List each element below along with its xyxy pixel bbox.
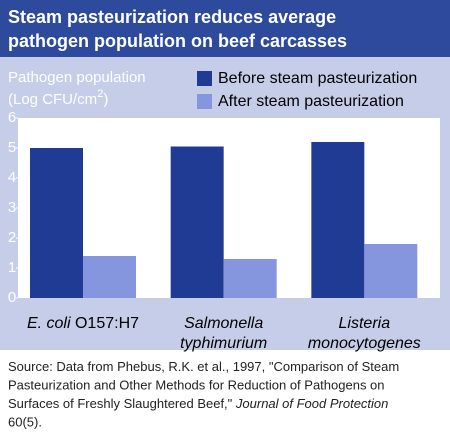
x-tick-label: Salmonella typhimurium: [180, 315, 267, 352]
bar: [223, 259, 277, 298]
chart-title: Steam pasteurization reduces average: [8, 7, 336, 27]
y-tick-label: 4: [8, 169, 16, 186]
bar: [364, 244, 418, 298]
source-note: 60(5).: [8, 415, 42, 430]
legend-swatch: [197, 71, 212, 86]
x-tick-label: Listeria monocytogenes: [308, 315, 421, 352]
legend-label: After steam pasteurization: [218, 93, 404, 110]
y-tick-label: 1: [8, 259, 16, 276]
source-text: Pasteurization and Other Methods for Red…: [8, 378, 385, 393]
bar: [311, 142, 365, 298]
y-axis-label: Pathogen population: [8, 69, 146, 86]
legend-swatch: [197, 94, 212, 109]
y-axis-label: (Log CFU/cm2): [8, 88, 108, 108]
source-text: 60(5).: [8, 415, 42, 430]
source-text: Source: Data from Phebus, R.K. et al., 1…: [8, 359, 399, 374]
bar: [83, 256, 136, 298]
source-note: Source: Data from Phebus, R.K. et al., 1…: [8, 359, 399, 374]
title-band: [0, 0, 450, 57]
source-note: Surfaces of Freshly Slaughtered Beef," J…: [8, 396, 388, 411]
y-tick-label: 5: [8, 139, 16, 156]
x-tick-label: E. coli O157:H7: [27, 315, 139, 332]
y-tick-label: 0: [8, 289, 16, 306]
source-text: Surfaces of Freshly Slaughtered Beef,": [8, 396, 236, 411]
y-tick-label: 2: [8, 229, 16, 246]
source-note: Pasteurization and Other Methods for Red…: [8, 378, 385, 393]
y-tick-label: 3: [8, 199, 16, 216]
bar: [170, 146, 224, 298]
legend-label: Before steam pasteurization: [218, 70, 417, 87]
y-tick-label: 6: [8, 109, 16, 126]
chart-title: pathogen population on beef carcasses: [8, 31, 347, 51]
source-text: Journal of Food Protection: [235, 396, 388, 411]
bar: [30, 148, 83, 298]
